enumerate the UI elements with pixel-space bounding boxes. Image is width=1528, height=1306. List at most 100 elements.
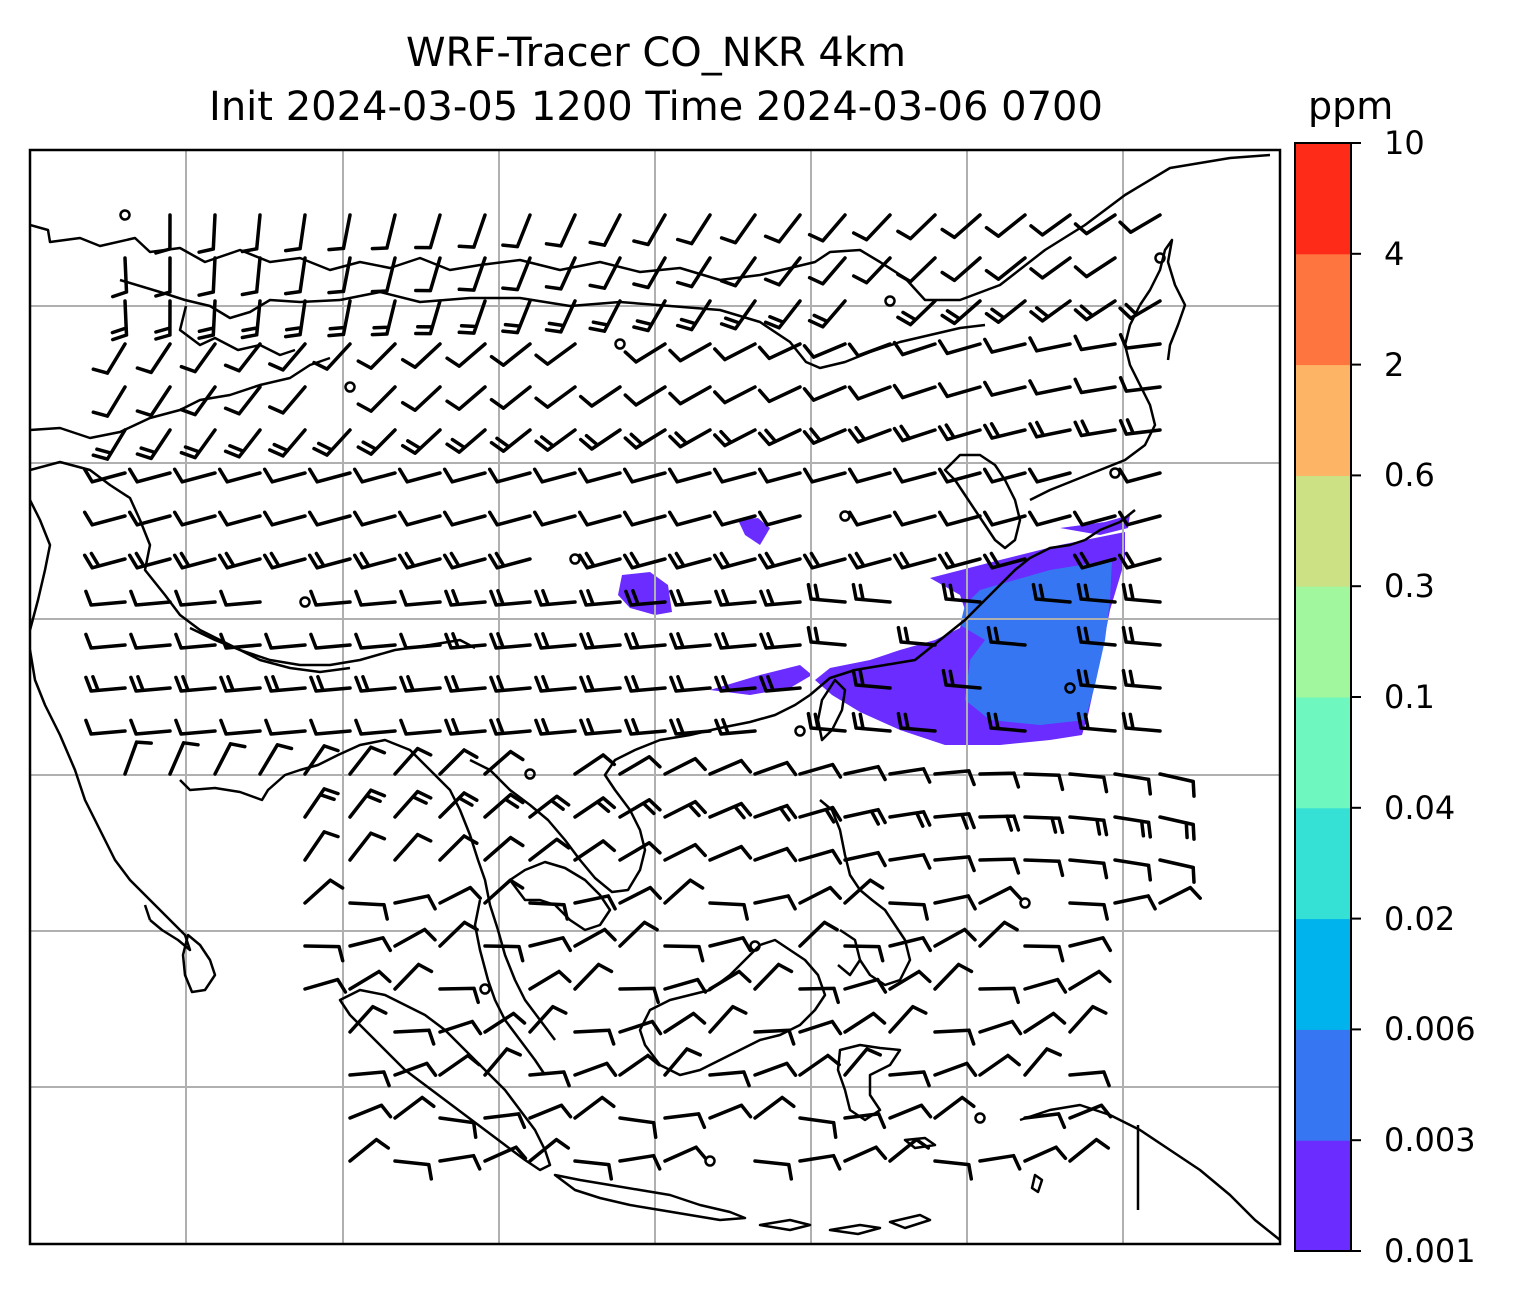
wind-barb	[1028, 336, 1072, 353]
wind-barb	[714, 718, 757, 736]
wind-barb	[802, 385, 847, 402]
wind-barb	[1023, 815, 1065, 835]
wind-barb	[618, 841, 662, 862]
wind-barb	[579, 718, 622, 736]
wind-barb	[618, 885, 662, 905]
wind-barb	[414, 256, 442, 293]
wind-barb	[262, 510, 307, 527]
wind-barb	[197, 213, 217, 254]
wind-barb	[356, 428, 397, 456]
wind-barb	[1068, 969, 1112, 991]
wind-barb	[217, 510, 262, 527]
wind-barb	[264, 675, 307, 693]
wind-barb	[618, 1019, 663, 1036]
colorbar-segment	[1295, 918, 1351, 1030]
wind-barb	[712, 551, 757, 570]
wind-barb	[714, 675, 757, 693]
wind-barb	[753, 803, 798, 822]
colorbar-segment	[1295, 475, 1351, 587]
wind-barb	[532, 467, 577, 484]
wind-barb	[84, 675, 127, 693]
calm-wind-marker	[974, 1112, 986, 1124]
wind-barb	[983, 337, 1027, 354]
wind-barb	[798, 848, 843, 865]
wind-barb	[1158, 815, 1196, 841]
wind-barb	[622, 510, 667, 527]
wind-barb	[577, 510, 622, 527]
wind-barb	[983, 422, 1027, 440]
wind-barb	[618, 1116, 658, 1139]
wind-barb	[219, 675, 262, 693]
wind-barb	[534, 632, 577, 650]
wind-barb	[757, 467, 802, 484]
wind-barb	[940, 299, 982, 326]
wind-barb	[127, 510, 172, 527]
colorbar-tick-label: 0.001	[1384, 1232, 1476, 1270]
wind-barb	[442, 551, 487, 570]
wind-barb	[1068, 1137, 1111, 1163]
wind-barb	[1118, 332, 1162, 350]
wind-barb	[1118, 418, 1162, 436]
wind-barb	[438, 986, 480, 1005]
wind-barb	[798, 1053, 841, 1077]
wind-barb	[632, 256, 667, 290]
wind-barb	[578, 428, 622, 451]
wind-barb	[937, 382, 982, 399]
wind-barb	[348, 936, 393, 953]
wind-barb	[1113, 858, 1153, 882]
wind-barb	[414, 299, 442, 336]
calm-wind-marker	[1019, 897, 1031, 909]
calm-wind-marker	[614, 338, 626, 350]
wind-barb	[1073, 419, 1117, 438]
wind-barb	[219, 632, 262, 650]
wind-barb	[91, 385, 127, 418]
wind-barb	[667, 510, 712, 527]
wind-barb	[675, 256, 712, 289]
wind-barb	[618, 1153, 662, 1171]
wind-barb	[708, 801, 753, 820]
wind-barb	[888, 767, 932, 784]
wind-barb	[303, 944, 345, 963]
wind-barb	[1029, 256, 1072, 280]
wind-barb	[668, 342, 712, 363]
wind-barb	[763, 299, 802, 330]
colorbar-tick-label: 0.006	[1384, 1010, 1476, 1049]
wind-barb	[534, 428, 577, 452]
wind-barb	[669, 675, 712, 693]
wind-barb	[327, 256, 352, 295]
wind-barb	[483, 835, 525, 862]
wind-barb	[1023, 1112, 1067, 1130]
wind-barb	[978, 771, 1021, 789]
wind-barb	[393, 1028, 436, 1046]
calm-wind-marker	[839, 510, 851, 522]
colorbar-segment	[1295, 1140, 1351, 1252]
wind-barb	[438, 1116, 478, 1139]
wind-barb	[82, 510, 127, 527]
wind-barb	[892, 424, 937, 443]
wind-barb	[1068, 815, 1109, 837]
wind-barb	[135, 428, 172, 461]
wind-barb	[1027, 467, 1072, 484]
wind-barb	[933, 1095, 976, 1120]
colorbar-segment	[1295, 364, 1351, 476]
wind-barb	[888, 1137, 931, 1163]
wind-barb	[172, 551, 217, 570]
calm-wind-marker	[794, 725, 806, 737]
wind-barb	[309, 632, 352, 650]
wind-barb	[632, 213, 667, 247]
wind-barb	[802, 551, 847, 570]
wind-barb	[933, 812, 976, 830]
wind-barb	[444, 589, 487, 607]
gridlines	[30, 150, 1280, 1244]
wind-barb	[1023, 977, 1068, 994]
wind-barb	[1113, 772, 1153, 796]
wind-barb	[668, 385, 712, 406]
wind-barb	[534, 385, 577, 409]
wind-barb	[759, 589, 802, 607]
wind-barb	[753, 894, 797, 911]
plume-small-4	[1060, 515, 1130, 535]
wind-barb	[663, 1011, 707, 1034]
wind-barb	[1028, 420, 1072, 439]
wind-barb	[573, 962, 614, 991]
wind-barb	[442, 467, 487, 484]
